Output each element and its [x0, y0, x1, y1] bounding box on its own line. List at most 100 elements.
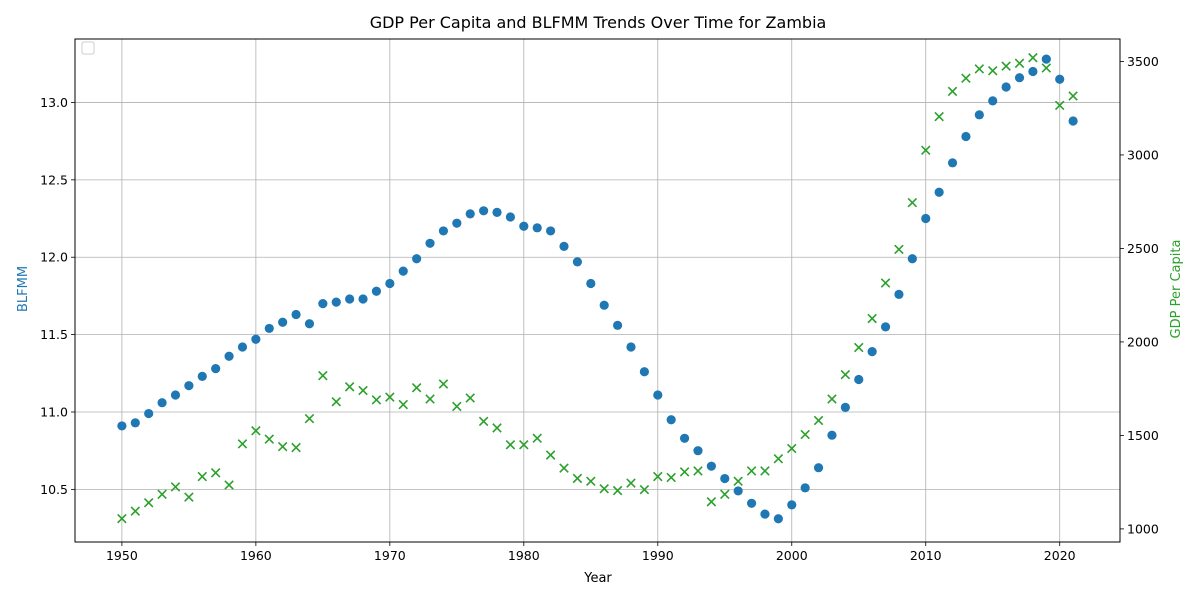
left-y-tick-label: 13.0 [40, 95, 68, 110]
blfmm-point [988, 96, 998, 106]
x-tick-label: 1970 [374, 548, 406, 563]
x-tick-label: 2000 [776, 548, 808, 563]
gdp-per-capita-point [974, 64, 985, 74]
blfmm-point [117, 421, 127, 431]
blfmm-point [519, 221, 529, 231]
blfmm-point [1001, 82, 1011, 92]
blfmm-point [760, 509, 770, 519]
blfmm-point [679, 433, 690, 443]
blfmm-point [237, 342, 248, 352]
blfmm-point [840, 402, 850, 412]
gdp-per-capita-point [639, 484, 650, 495]
x-tick-label: 1960 [240, 548, 272, 563]
left-y-axis-label: BLFMM [16, 266, 31, 312]
right-y-tick-label: 1500 [1127, 428, 1159, 443]
blfmm-point [572, 257, 583, 267]
blfmm-point [947, 158, 958, 168]
gdp-per-capita-point [786, 443, 797, 454]
blfmm-point [130, 418, 140, 428]
gdp-per-capita-point [666, 472, 676, 483]
gdp-per-capita-point [706, 497, 717, 507]
blfmm-point [492, 207, 502, 217]
blfmm-point [787, 500, 797, 510]
x-tick-label: 2020 [1044, 548, 1076, 563]
gdp-per-capita-point [599, 483, 609, 494]
blfmm-point [666, 415, 676, 425]
gdp-per-capita-point [559, 463, 569, 473]
gdp-per-capita-point [1054, 100, 1065, 111]
blfmm-point [746, 498, 757, 508]
gdp-per-capita-point [572, 473, 583, 484]
grid [75, 39, 1120, 542]
right-y-tick-label: 1000 [1127, 521, 1159, 536]
gdp-per-capita-point [1041, 63, 1052, 73]
blfmm-point [144, 408, 154, 419]
blfmm-point [546, 226, 556, 236]
blfmm-point [586, 278, 596, 289]
gdp-per-capita-point [679, 467, 690, 477]
gdp-per-capita-point [907, 197, 918, 208]
blfmm-point [1041, 54, 1051, 64]
gdp-per-capita-point [197, 471, 208, 482]
blfmm-point [827, 430, 837, 440]
gdp-per-capita-point [251, 425, 261, 436]
gdp-per-capita-point [1028, 52, 1038, 63]
gdp-per-capita-point [505, 440, 516, 450]
blfmm-point [880, 322, 891, 332]
blfmm-point [921, 213, 931, 224]
gdp-per-capita-point [170, 482, 181, 492]
gdp-per-capita-point [733, 476, 743, 486]
gdp-per-capita-point [492, 423, 502, 433]
blfmm-point [291, 309, 301, 320]
blfmm-point [1028, 66, 1038, 77]
blfmm-point [211, 364, 221, 374]
blfmm-point [720, 473, 730, 484]
blfmm-point [867, 347, 877, 357]
blfmm-point [465, 209, 475, 219]
x-tick-label: 1980 [508, 548, 540, 563]
gdp-per-capita-point [344, 382, 355, 392]
gdp-per-capita-point [130, 506, 141, 516]
right-y-tick-label: 2000 [1127, 334, 1159, 349]
gdp-per-capita-point [210, 468, 221, 478]
blfmm-point [800, 483, 810, 493]
blfmm-point [559, 241, 569, 251]
blfmm-point [371, 286, 382, 296]
blfmm-point [773, 514, 783, 524]
blfmm-point [318, 299, 328, 309]
blfmm-point [170, 390, 181, 400]
blfmm-point [974, 110, 984, 120]
right-y-tick-label: 3500 [1127, 54, 1159, 69]
gdp-per-capita-point [452, 401, 462, 412]
gdp-per-capita-point [411, 382, 422, 393]
gdp-per-capita-point [331, 396, 342, 407]
gdp-per-capita-point [398, 399, 409, 410]
gdp-per-capita-point [827, 394, 837, 404]
gdp-per-capita-point [425, 394, 435, 404]
blfmm-point [894, 289, 904, 299]
gdp-per-capita-point [358, 385, 368, 396]
gdp-per-capita-point [545, 450, 556, 460]
gdp-per-capita-point [894, 244, 904, 255]
gdp-per-capita-point [1068, 91, 1078, 101]
gdp-per-capita-point [465, 393, 475, 403]
gdp-per-capita-point [840, 369, 851, 380]
left-y-tick-label: 10.5 [40, 482, 68, 497]
data-marks [117, 52, 1078, 524]
gdp-per-capita-point [117, 513, 127, 524]
right-y-axis-label: GDP Per Capita [1169, 240, 1184, 339]
blfmm-point [278, 317, 288, 327]
legend-box [81, 41, 95, 55]
gdp-per-capita-point [385, 392, 395, 402]
blfmm-point [1055, 74, 1065, 84]
blfmm-point [612, 320, 623, 330]
blfmm-point [1068, 116, 1078, 126]
gdp-per-capita-point [478, 416, 489, 427]
blfmm-point [251, 334, 261, 344]
gdp-per-capita-point [318, 370, 328, 381]
gdp-per-capita-point [157, 489, 167, 500]
blfmm-point [599, 300, 609, 310]
